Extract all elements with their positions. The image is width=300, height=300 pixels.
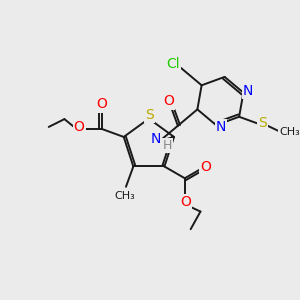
Text: N: N xyxy=(151,132,161,146)
Text: O: O xyxy=(74,120,85,134)
Text: N: N xyxy=(243,84,254,98)
Text: O: O xyxy=(163,94,174,109)
Text: O: O xyxy=(96,98,107,111)
Text: CH₃: CH₃ xyxy=(279,127,300,136)
Text: H: H xyxy=(163,139,172,152)
Text: CH₃: CH₃ xyxy=(115,190,135,201)
Text: S: S xyxy=(146,108,154,122)
Text: O: O xyxy=(180,195,191,209)
Text: O: O xyxy=(200,160,211,175)
Text: S: S xyxy=(258,116,267,130)
Text: Cl: Cl xyxy=(166,57,180,71)
Text: N: N xyxy=(216,120,226,134)
